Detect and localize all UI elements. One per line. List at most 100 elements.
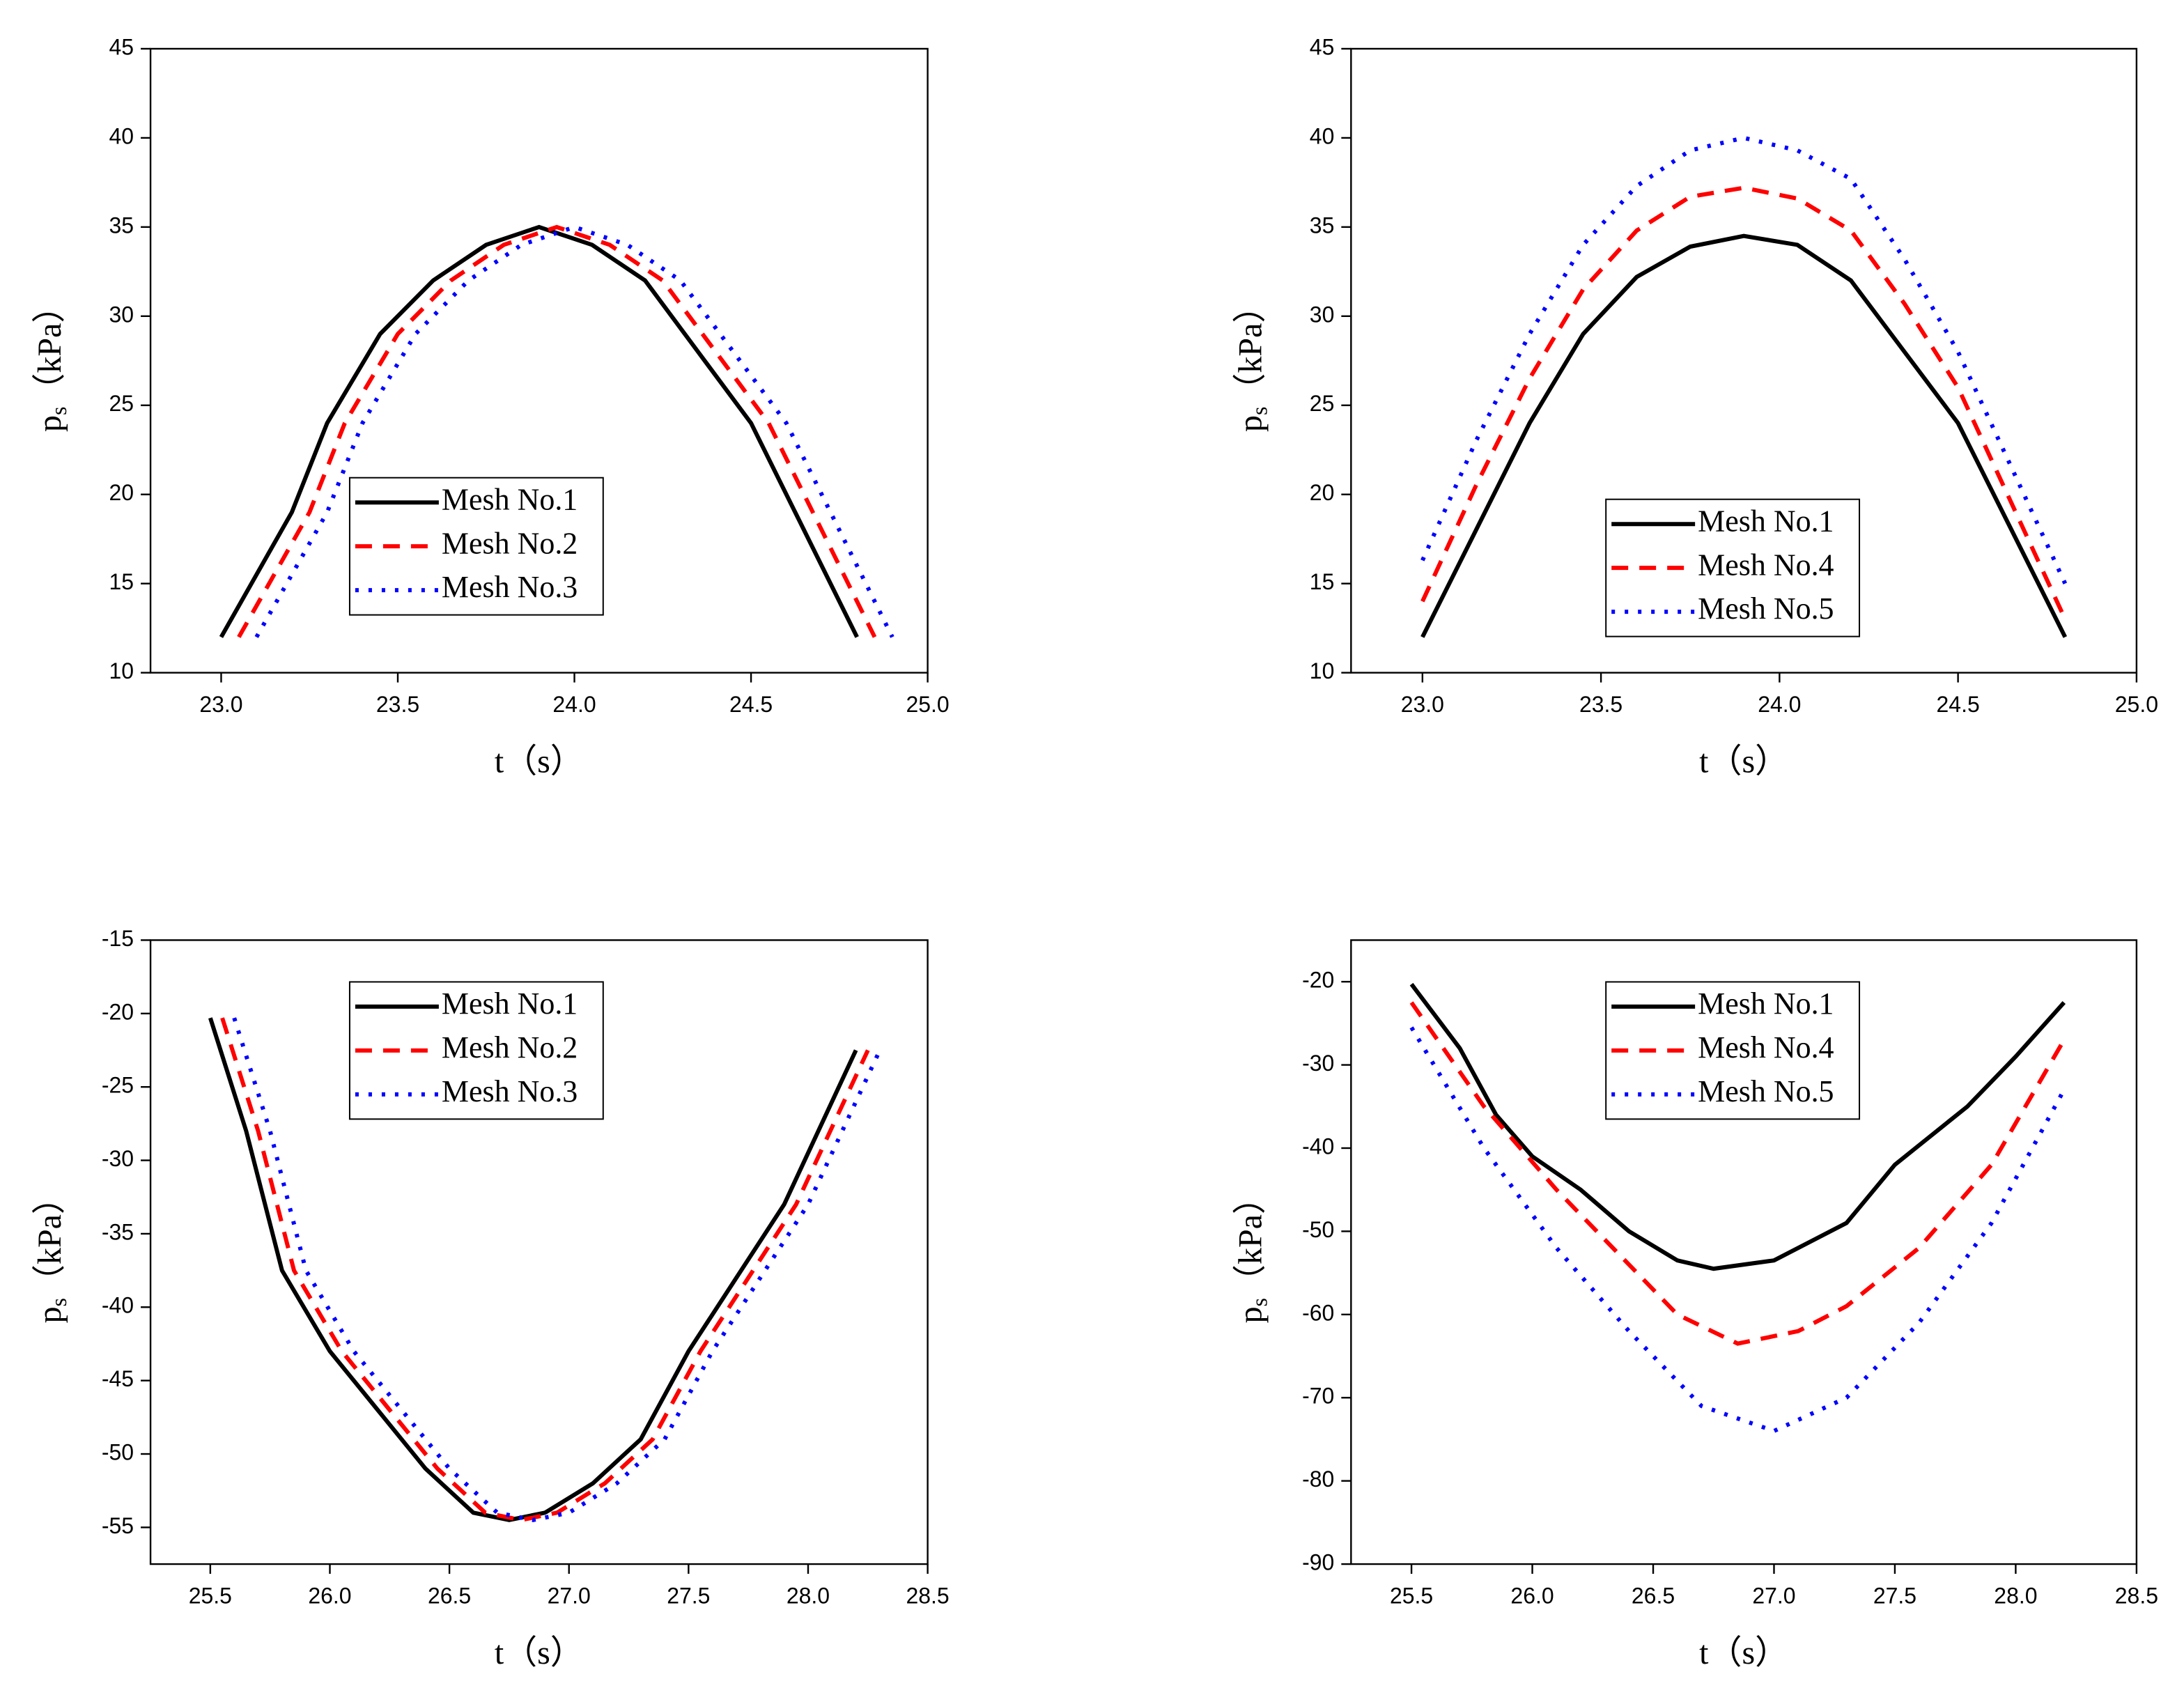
y-tick-label: -60 [1302, 1300, 1334, 1325]
x-tick-label: 24.5 [1937, 692, 1980, 717]
y-axis-label-part: s [47, 1298, 71, 1306]
y-axis-label-part: p [1232, 415, 1269, 432]
x-tick-label: 23.0 [1401, 692, 1444, 717]
y-tick-label: 20 [1310, 480, 1335, 505]
x-tick-label: 26.5 [428, 1584, 471, 1609]
y-tick-label: 35 [109, 212, 134, 238]
x-tick-label: 28.5 [2115, 1584, 2158, 1609]
series-line [1409, 1026, 2066, 1434]
x-tick-label: 27.0 [548, 1584, 591, 1609]
y-tick-label: -50 [102, 1439, 134, 1464]
series-line [237, 224, 877, 638]
series-line [208, 1017, 858, 1522]
y-tick-label: 30 [1310, 302, 1335, 327]
y-tick-label: 45 [109, 34, 134, 59]
x-tick-label: 27.5 [1873, 1584, 1916, 1609]
y-tick-label: 10 [1310, 658, 1335, 683]
y-tick-label: -55 [102, 1513, 134, 1538]
y-axis-label: ps（kPa） [31, 290, 71, 432]
legend-label: Mesh No.1 [442, 482, 578, 516]
legend-label: Mesh No.2 [442, 526, 578, 560]
y-axis-label: ps（kPa） [31, 1181, 71, 1323]
legend-label: Mesh No.4 [1698, 1030, 1834, 1065]
x-tick-label: 25.5 [189, 1584, 232, 1609]
x-axis-label: t（s） [1699, 1634, 1788, 1671]
chart: 25.5 26.0 26.5 27.0 27.5 28.0 28.5 -90 -80 -70 -60… [1232, 939, 2158, 1671]
legend-label: Mesh No.1 [442, 986, 578, 1021]
y-tick-label: 40 [109, 123, 134, 148]
plot-frame [1350, 47, 2138, 674]
x-axis-label: t（s） [1699, 743, 1788, 780]
y-tick-label: -70 [1302, 1384, 1334, 1409]
y-axis-label-part: s [47, 407, 71, 415]
series-line [1409, 1001, 2066, 1346]
x-axis-label: t（s） [495, 1634, 584, 1671]
series-line [1409, 982, 2066, 1271]
y-tick-label: 40 [1310, 123, 1335, 148]
x-axis-label: t（s） [495, 743, 584, 780]
series-line [220, 1017, 870, 1522]
y-tick-label: -20 [102, 999, 134, 1024]
y-axis-label-part: p [31, 415, 68, 432]
y-axis-label: ps（kPa） [1232, 290, 1271, 432]
y-axis-label-part: （kPa） [31, 290, 68, 407]
y-tick-label: -15 [102, 926, 134, 951]
x-tick-label: 28.5 [906, 1584, 949, 1609]
legend-label: Mesh No.3 [442, 570, 578, 604]
series-line [254, 224, 894, 638]
series-line [232, 1017, 882, 1522]
y-tick-label: -35 [102, 1219, 134, 1244]
y-tick-label: 10 [109, 658, 134, 683]
legend: Mesh No.1 Mesh No.2 Mesh No.3 [348, 477, 604, 616]
y-tick-label: -90 [1302, 1550, 1334, 1575]
x-tick-label: 27.5 [667, 1584, 710, 1609]
y-tick-label: -80 [1302, 1466, 1334, 1492]
y-tick-label: -30 [102, 1146, 134, 1171]
legend-label: Mesh No.4 [1698, 548, 1834, 582]
y-axis-label-part: （kPa） [1232, 290, 1269, 407]
y-axis-label-part: p [31, 1306, 68, 1323]
legend-label: Mesh No.1 [1698, 986, 1834, 1021]
x-tick-label: 27.0 [1752, 1584, 1795, 1609]
series-line [1420, 233, 2068, 638]
y-axis-label-part: s [1248, 407, 1272, 415]
legend-label: Mesh No.3 [442, 1074, 578, 1108]
y-tick-label: 15 [109, 569, 134, 594]
legend-label: Mesh No.1 [1698, 504, 1834, 538]
x-tick-label: 26.5 [1632, 1584, 1675, 1609]
y-axis-label: ps（kPa） [1232, 1181, 1271, 1323]
y-tick-label: 30 [109, 302, 134, 327]
y-tick-label: -45 [102, 1366, 134, 1391]
plot-frame [1350, 939, 2138, 1565]
legend: Mesh No.1 Mesh No.2 Mesh No.3 [348, 981, 604, 1120]
y-tick-label: 25 [1310, 391, 1335, 416]
x-tick-label: 25.5 [1390, 1584, 1433, 1609]
y-tick-label: 35 [1310, 212, 1335, 238]
plot-frame [149, 939, 929, 1565]
y-tick-label: -40 [102, 1293, 134, 1318]
legend-label: Mesh No.5 [1698, 591, 1834, 626]
x-tick-label: 23.5 [1579, 692, 1622, 717]
legend-label: Mesh No.2 [442, 1030, 578, 1065]
y-axis-label-part: s [1248, 1298, 1272, 1306]
x-tick-label: 26.0 [308, 1584, 351, 1609]
legend-label: Mesh No.5 [1698, 1074, 1834, 1108]
chart: 23.0 23.5 24.0 24.5 25.0 10 15 20 25 30 35 40 45 t（s）… [1232, 34, 2158, 780]
legend: Mesh No.1 Mesh No.4 Mesh No.5 [1605, 498, 1861, 637]
legend: Mesh No.1 Mesh No.4 Mesh No.5 [1605, 981, 1861, 1120]
x-tick-label: 25.0 [906, 692, 949, 717]
y-tick-label: 15 [1310, 569, 1335, 594]
series-line [219, 224, 859, 638]
plot-frame [149, 47, 929, 674]
y-tick-label: -40 [1302, 1133, 1334, 1159]
x-tick-label: 24.0 [552, 692, 596, 717]
x-tick-label: 26.0 [1510, 1584, 1554, 1609]
x-tick-label: 28.0 [787, 1584, 830, 1609]
x-tick-label: 23.5 [376, 692, 419, 717]
x-tick-label: 23.0 [199, 692, 242, 717]
x-tick-label: 28.0 [1994, 1584, 2037, 1609]
y-axis-label-part: p [1232, 1306, 1269, 1323]
chart: 25.5 26.0 26.5 27.0 27.5 28.0 28.5 -55 -50 -45 -40… [31, 926, 950, 1671]
y-tick-label: -50 [1302, 1217, 1334, 1242]
